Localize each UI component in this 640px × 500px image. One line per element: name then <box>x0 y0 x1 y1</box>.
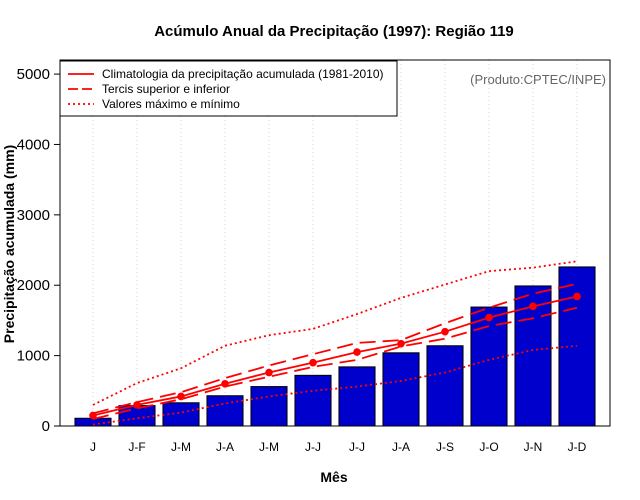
data-point <box>309 358 317 367</box>
data-point <box>353 348 361 356</box>
bars <box>74 266 596 427</box>
data-point <box>397 339 405 348</box>
plot-border <box>59 59 611 427</box>
y-tick-label: 4000 <box>17 136 50 153</box>
x-tick-label: J-N <box>524 440 543 454</box>
legend-label: Tercis superior e inferior <box>102 82 230 96</box>
y-tick-label: 5000 <box>17 66 50 83</box>
series-line <box>92 306 578 420</box>
data-point <box>485 313 493 322</box>
series-line <box>92 282 578 415</box>
y-tick-label: 0 <box>42 418 50 435</box>
y-axis-title: Precipitação acumulada (mm) <box>1 145 17 343</box>
x-tick-label: J-J <box>305 440 321 454</box>
chart-title: Acúmulo Anual da Precipitação (1997): Re… <box>154 23 514 40</box>
x-tick-label: J-J <box>349 440 365 454</box>
x-tick-label: J-D <box>568 440 587 454</box>
credit-text: (Produto:CPTEC/INPE) <box>470 72 606 87</box>
x-tick-label: J-M <box>171 440 191 454</box>
series-line <box>92 344 578 426</box>
legend-label: Valores máximo e mínimo <box>102 97 240 111</box>
bar <box>294 374 332 427</box>
bar <box>250 386 288 427</box>
data-point <box>133 401 141 409</box>
legend-box <box>59 60 398 117</box>
data-point <box>529 302 537 311</box>
y-tick-label: 3000 <box>17 207 50 224</box>
bar <box>338 366 376 427</box>
x-tick-label: J-A <box>392 440 410 454</box>
bar <box>470 306 508 427</box>
x-tick-label: J-M <box>259 440 279 454</box>
legend-label: Climatologia da precipitação acumulada (… <box>102 67 384 81</box>
x-tick-label: J-F <box>128 440 145 454</box>
x-tick-label: J-A <box>216 440 234 454</box>
data-point <box>265 368 273 377</box>
legend: Climatologia da precipitação acumulada (… <box>59 60 398 117</box>
axes: 0 1000 2000 3000 4000 5000 J J-F J-M J-A J-M J-J J-J… <box>17 59 611 454</box>
x-axis-title: Mês <box>320 469 347 485</box>
x-tick-label: J-S <box>436 440 454 454</box>
x-tick-label: J <box>90 440 96 454</box>
bar <box>426 345 464 427</box>
series-line <box>92 295 578 417</box>
data-point <box>573 292 581 301</box>
bar <box>74 417 112 427</box>
series-lines <box>89 260 581 426</box>
data-point <box>441 327 449 336</box>
y-tick-label: 2000 <box>17 277 50 294</box>
y-tick-label: 1000 <box>17 348 50 365</box>
bar <box>382 352 420 427</box>
bar <box>206 395 244 427</box>
x-tick-label: J-O <box>479 440 498 454</box>
